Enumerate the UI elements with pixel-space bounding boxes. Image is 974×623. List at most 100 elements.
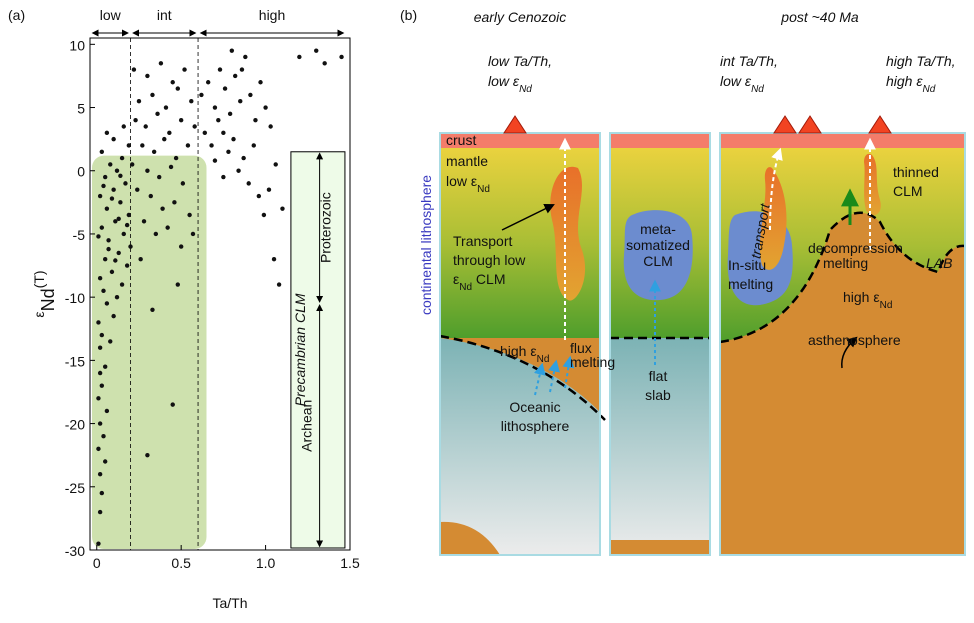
region-label: int	[157, 7, 172, 23]
data-point	[257, 194, 261, 198]
data-point	[252, 143, 256, 147]
data-point	[268, 124, 272, 128]
label-sub: Nd	[537, 354, 550, 365]
volcano	[799, 116, 821, 133]
data-point	[140, 143, 144, 147]
data-point	[179, 118, 183, 122]
data-point	[106, 247, 110, 251]
data-point	[314, 48, 318, 52]
x-axis-label: Ta/Th	[212, 595, 247, 611]
data-point	[96, 320, 100, 324]
label-sub: Nd	[459, 282, 472, 293]
panel-label: (b)	[400, 7, 417, 23]
data-point	[127, 143, 131, 147]
diagram-label: flat	[649, 368, 668, 384]
data-point	[297, 55, 301, 59]
data-point	[130, 162, 134, 166]
data-point	[98, 472, 102, 476]
data-point	[203, 131, 207, 135]
data-point	[247, 181, 251, 185]
volcano	[504, 116, 526, 133]
data-point	[240, 67, 244, 71]
data-point	[115, 169, 119, 173]
data-point	[192, 124, 196, 128]
data-point	[322, 61, 326, 65]
data-point	[118, 174, 122, 178]
data-point	[103, 364, 107, 368]
y-tick-label: -5	[73, 227, 86, 243]
data-point	[96, 396, 100, 400]
data-point	[105, 131, 109, 135]
data-point	[145, 74, 149, 78]
data-point	[108, 339, 112, 343]
y-tick-label: -25	[65, 480, 85, 496]
data-point	[127, 213, 131, 217]
data-point	[243, 55, 247, 59]
data-point	[182, 67, 186, 71]
data-point	[167, 131, 171, 135]
data-point	[98, 346, 102, 350]
volcano-label: int Ta/Th,	[720, 53, 778, 69]
data-point	[105, 206, 109, 210]
panel-label: (a)	[8, 7, 25, 23]
data-point	[277, 282, 281, 286]
diagram-label: CLM	[893, 183, 923, 199]
data-point	[135, 188, 139, 192]
crust	[720, 133, 965, 148]
data-point	[103, 257, 107, 261]
data-point	[154, 232, 158, 236]
data-point	[101, 184, 105, 188]
data-point	[157, 175, 161, 179]
y-tick-label: -30	[65, 543, 85, 559]
label-text: high ε	[843, 289, 880, 305]
diagram-label: somatized	[626, 237, 690, 253]
data-point	[117, 217, 121, 221]
y-tick-label: 10	[69, 37, 85, 53]
data-point	[111, 137, 115, 141]
y-tick-label: 0	[77, 164, 85, 180]
data-point	[221, 175, 225, 179]
x-tick-label: 1.0	[256, 555, 276, 571]
data-point	[230, 48, 234, 52]
data-point	[179, 244, 183, 248]
data-point	[213, 105, 217, 109]
label-sub: Nd	[880, 300, 893, 311]
column-title: early Cenozoic	[474, 9, 567, 25]
label-sub: Nd	[923, 84, 936, 95]
y-tick-label: -15	[65, 353, 85, 369]
volcano	[774, 116, 796, 133]
data-point	[132, 67, 136, 71]
data-point	[110, 270, 114, 274]
data-point	[228, 112, 232, 116]
data-point	[263, 105, 267, 109]
data-point	[238, 99, 242, 103]
label-text: low ε	[446, 173, 477, 189]
crust	[610, 133, 710, 148]
label-sub: Nd	[519, 84, 532, 95]
diagram-label: Transport	[453, 233, 513, 249]
data-point	[145, 169, 149, 173]
data-point	[199, 93, 203, 97]
data-point	[144, 124, 148, 128]
data-point	[267, 188, 271, 192]
data-point	[274, 162, 278, 166]
volcano-label: high Ta/Th,	[886, 53, 956, 69]
data-point	[164, 105, 168, 109]
data-point	[152, 150, 156, 154]
volcano	[869, 116, 891, 133]
diagram-label: lithosphere	[501, 418, 570, 434]
lithosphere-label: continental lithosphere	[418, 175, 434, 315]
data-point	[231, 137, 235, 141]
data-point	[122, 124, 126, 128]
data-point	[100, 225, 104, 229]
data-point	[236, 169, 240, 173]
data-point	[100, 491, 104, 495]
data-point	[150, 93, 154, 97]
data-point	[133, 118, 137, 122]
data-point	[172, 200, 176, 204]
region-label: low	[100, 7, 122, 23]
data-point	[128, 244, 132, 248]
diagram-label: slab	[645, 387, 671, 403]
data-point	[226, 150, 230, 154]
volcano-label: low Ta/Th,	[488, 53, 552, 69]
